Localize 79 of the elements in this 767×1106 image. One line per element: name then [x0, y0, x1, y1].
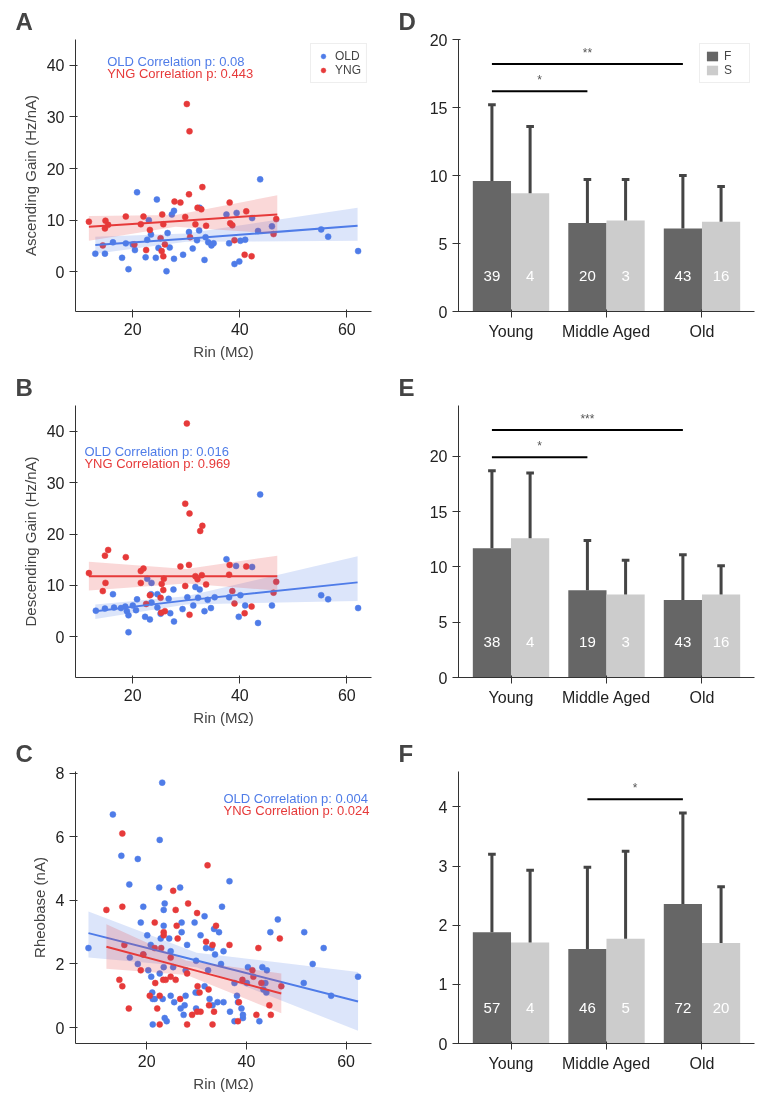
annotation: *	[537, 73, 543, 88]
annotation: 19	[579, 633, 596, 651]
y-tick-label: 2	[55, 955, 65, 973]
legend-label: YNG	[334, 63, 361, 77]
y-tick-label: 20	[429, 31, 448, 49]
y-tick-label: 5	[438, 614, 448, 632]
annotation: 46	[579, 999, 596, 1017]
annotation: *	[537, 439, 543, 454]
x-tick-label: 40	[237, 1052, 256, 1070]
y-tick-label: 3	[438, 858, 448, 876]
chart-title: B	[15, 373, 33, 401]
y-tick-label: 2	[438, 917, 448, 935]
y-tick-label: 4	[55, 892, 65, 910]
y-tick-label: 30	[46, 108, 65, 126]
x-tick-label: 60	[337, 320, 356, 338]
x-tick-label: Old	[689, 1054, 715, 1072]
annotation: 43	[674, 267, 692, 285]
y-tick-label: 1	[438, 976, 448, 994]
annotation: **	[582, 45, 593, 60]
y-axis-title: Ascending Gain (Hz/nA)	[21, 95, 39, 256]
y-tick-label: 30	[46, 474, 65, 492]
annotation: 20	[579, 267, 596, 285]
x-tick-label: Young	[488, 688, 534, 706]
x-tick-label: 40	[230, 686, 249, 704]
y-tick-label: 40	[46, 57, 65, 75]
y-axis-title: Rheobase (nA)	[30, 857, 48, 958]
y-tick-label: 0	[438, 669, 448, 687]
x-tick-label: Young	[488, 322, 534, 340]
y-tick-label: 10	[429, 558, 448, 576]
y-axis-title: Descending Gain (Hz/nA)	[21, 456, 39, 627]
x-tick-label: 40	[230, 320, 249, 338]
x-tick-label: Middle Aged	[562, 688, 651, 706]
x-tick-label: 20	[123, 686, 142, 704]
legend-label: OLD	[334, 49, 360, 63]
x-tick-label: Young	[488, 1054, 534, 1072]
chart-title: C	[15, 739, 33, 767]
y-tick-label: 10	[46, 577, 65, 595]
annotation: 39	[483, 267, 501, 285]
y-tick-label: 15	[429, 99, 448, 117]
y-tick-label: 10	[429, 167, 448, 185]
y-tick-label: 20	[46, 526, 65, 544]
annotation: OLD Correlation p: 0.08	[107, 53, 245, 69]
y-tick-label: 5	[438, 235, 448, 253]
x-tick-label: 20	[137, 1052, 156, 1070]
annotation: *	[632, 781, 638, 796]
annotation: 43	[674, 633, 692, 651]
x-axis-title: Rin (MΩ)	[193, 1074, 254, 1092]
y-tick-label: 8	[55, 765, 65, 783]
annotation: ***	[580, 411, 595, 426]
chart-title: F	[398, 739, 414, 767]
y-tick-label: 40	[46, 423, 65, 441]
y-tick-label: 15	[429, 503, 448, 521]
y-tick-label: 10	[46, 212, 65, 230]
x-tick-label: Old	[689, 322, 715, 340]
x-tick-label: 60	[337, 1052, 356, 1070]
x-tick-label: 20	[123, 320, 142, 338]
chart-title: A	[15, 7, 33, 35]
y-tick-label: 0	[55, 628, 65, 646]
legend-label: S	[724, 63, 733, 77]
chart-title: E	[398, 373, 415, 401]
annotation: 57	[483, 999, 501, 1017]
x-tick-label: Middle Aged	[562, 1054, 651, 1072]
x-axis-title: Rin (MΩ)	[193, 342, 254, 360]
annotation: 72	[674, 999, 692, 1017]
y-tick-label: 20	[429, 448, 448, 466]
y-tick-label: 0	[55, 263, 65, 281]
y-tick-label: 0	[438, 303, 448, 321]
chart-title: D	[398, 7, 416, 35]
x-tick-label: Old	[689, 688, 715, 706]
x-tick-label: 60	[337, 686, 356, 704]
y-tick-label: 0	[438, 1035, 448, 1053]
x-axis-title: Rin (MΩ)	[193, 708, 254, 726]
y-tick-label: 20	[46, 160, 65, 178]
annotation: 38	[483, 633, 501, 651]
y-tick-label: 6	[55, 828, 65, 846]
legend-label: F	[724, 49, 733, 63]
y-tick-label: 0	[55, 1019, 65, 1037]
y-tick-label: 4	[438, 798, 448, 816]
x-tick-label: Middle Aged	[562, 322, 651, 340]
